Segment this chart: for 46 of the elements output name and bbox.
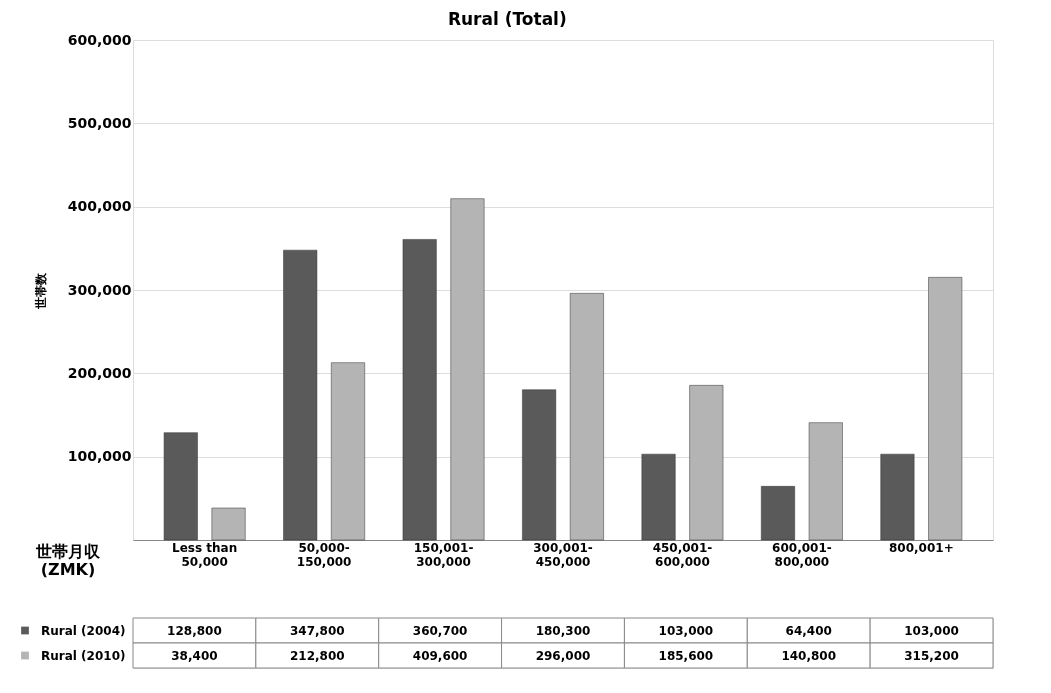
x-tick-label: 50,000- 150,000 (296, 540, 352, 569)
x-tick-label: 800,001+ (888, 540, 954, 555)
data-label: 212,800 (289, 648, 345, 663)
y-tick-label: 300,000 (67, 281, 132, 298)
bar (641, 453, 676, 541)
data-label: 64,400 (785, 623, 832, 638)
data-label: 128,800 (167, 623, 222, 638)
y-tick-label: 500,000 (67, 114, 132, 131)
bar (522, 389, 557, 541)
bar (402, 239, 437, 541)
x-tick-label: Less than 50,000 (172, 540, 238, 569)
legend-label: Rural (2010) (41, 648, 126, 663)
x-tick-label: 300,001- 450,000 (533, 540, 593, 569)
x-tick-label: 450,001- 600,000 (652, 540, 713, 569)
data-label: 296,000 (535, 648, 591, 663)
bar (689, 385, 724, 541)
y-axis-title: 世帯数 (33, 271, 48, 310)
bar (283, 249, 318, 541)
legend-label: Rural (2004) (41, 623, 126, 638)
bar (331, 362, 365, 541)
y-tick-label: 200,000 (67, 364, 132, 381)
y-tick-label: 600,000 (67, 31, 132, 48)
y-tick-label: 100,000 (67, 448, 132, 465)
data-label: 180,300 (535, 623, 591, 638)
data-label: 103,000 (658, 623, 714, 638)
x-tick-label: 150,001- 300,000 (413, 540, 474, 569)
data-label: 103,000 (904, 623, 959, 638)
data-label: 315,200 (904, 648, 959, 663)
data-label: 360,700 (412, 623, 468, 638)
text: 世帯月収 (ZMK) (35, 542, 101, 579)
data-label: 140,800 (781, 648, 837, 663)
data-label: 409,600 (412, 648, 468, 663)
bar (569, 293, 604, 541)
bar (808, 422, 843, 541)
bar (928, 277, 963, 541)
bar (450, 198, 485, 541)
bar (211, 507, 246, 541)
y-tick-label: 400,000 (67, 198, 132, 215)
bar (761, 486, 795, 541)
data-label: 38,400 (171, 648, 218, 663)
data-label: 185,600 (658, 648, 714, 663)
chart-title: Rural (Total) (447, 8, 567, 29)
x-tick-label: 600,001- 800,000 (772, 540, 832, 569)
bar (163, 432, 198, 541)
data-label: 347,800 (289, 623, 345, 638)
bar (880, 453, 915, 541)
